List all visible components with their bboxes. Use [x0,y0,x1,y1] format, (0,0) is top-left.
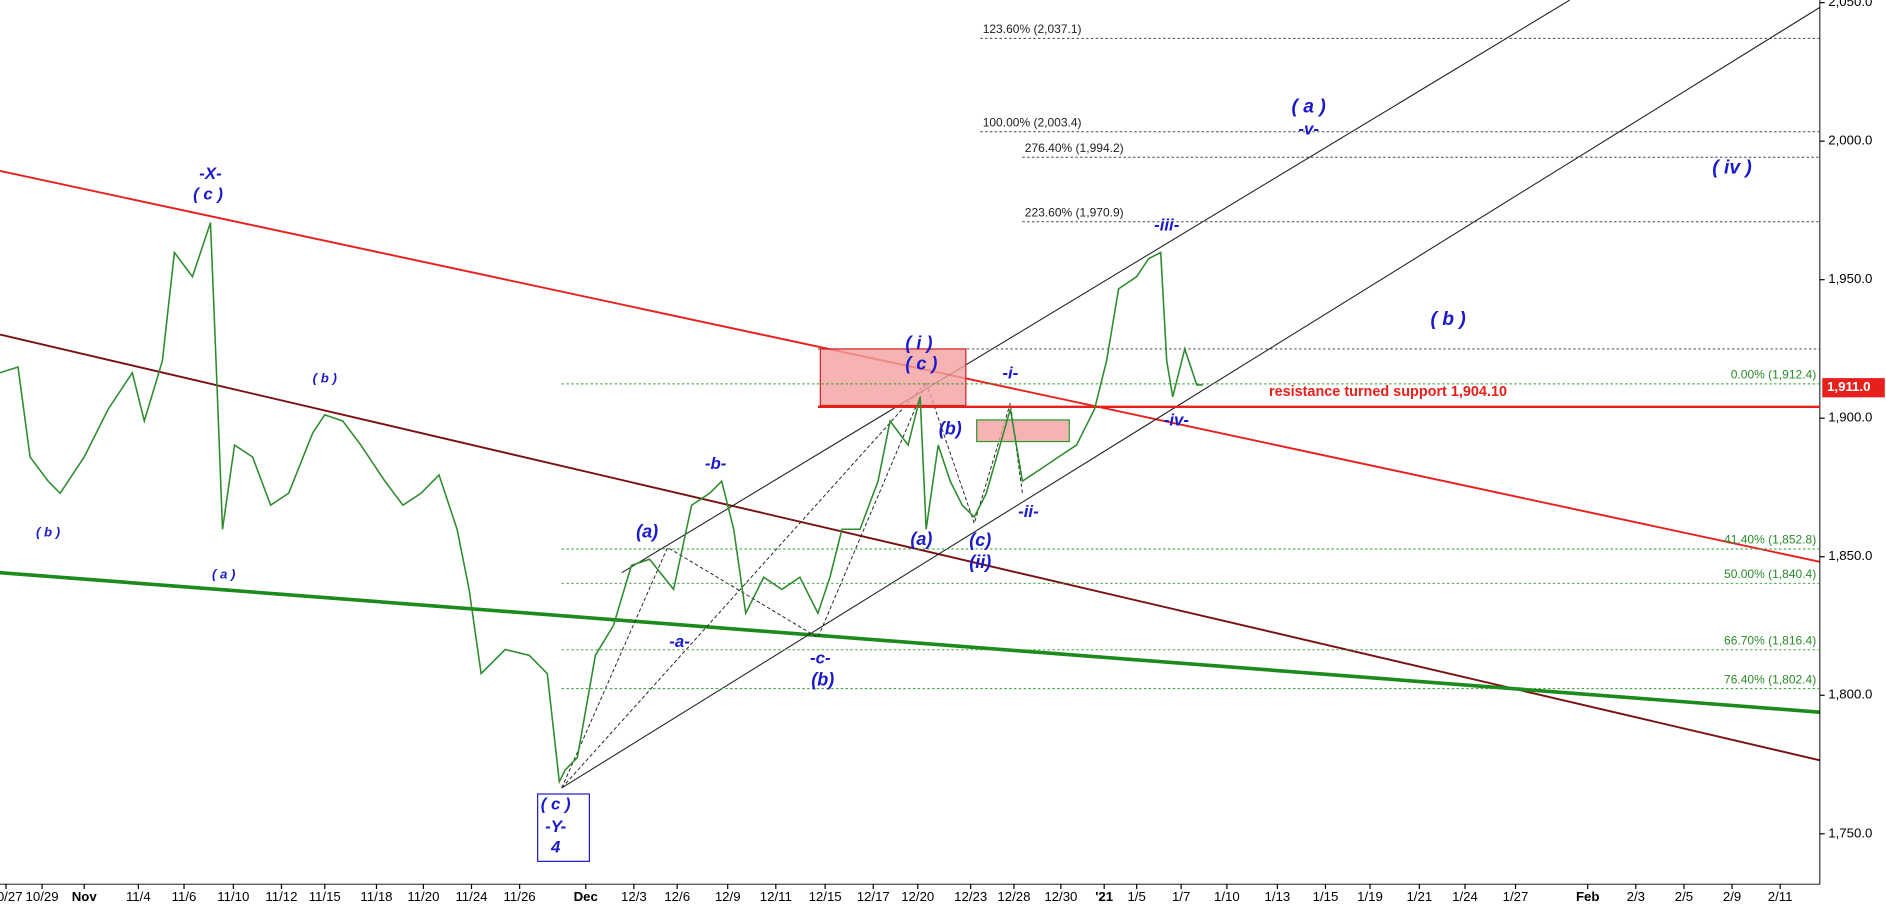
wave-label: ( b ) [36,524,61,539]
trendlines [0,0,1821,789]
y-tick-label: 2,000.0 [1828,133,1872,148]
x-tick-label: 11/18 [360,889,392,904]
x-tick-label: 12/17 [857,889,890,904]
wave-label: -iv- [1164,411,1190,430]
wave-dashes [561,382,927,789]
wave-label: ( iv ) [1712,158,1752,179]
wave-label: ( a ) [212,567,236,582]
x-tick-label: 12/28 [997,889,1030,904]
wave-label: -X- [199,164,222,183]
x-tick-label: 2/11 [1768,889,1793,904]
x-tick-label: 1/5 [1127,889,1145,904]
x-tick-label: 1/13 [1265,889,1291,904]
x-tick-label: 11/26 [504,889,536,904]
wave-label: -v- [1298,119,1319,138]
wave-label: ( c ) [193,184,223,203]
price-line [0,222,1203,785]
wave-label: -iii- [1154,216,1180,235]
wave-label: ( c ) [905,353,937,373]
fib-label: 76.40% (1,802.4) [1724,672,1816,686]
x-tick-label: 12/9 [715,889,741,904]
x-tick-label: 11/15 [309,889,341,904]
wave-label: (ii) [969,552,991,572]
wave-label: -ii- [1018,502,1039,521]
wave-label: (c) [969,530,991,550]
wave-label: -c- [810,649,831,668]
wave-label: ( b ) [1431,309,1466,330]
y-tick-label: 1,850.0 [1828,548,1872,563]
x-tick-label: 1/19 [1357,889,1383,904]
fib-label: 223.60% (1,970.9) [1025,206,1124,220]
x-tick-label: 10/29 [26,889,59,904]
x-tick-label: 12/20 [901,889,934,904]
fib-label: 123.60% (2,037.1) [983,22,1082,36]
x-tick-label: 2/9 [1723,889,1741,904]
channel-lower [561,6,1821,789]
x-tick-label: 10/27 [0,889,23,904]
last-price-badge [1822,378,1885,398]
wave-label: (a) [910,529,932,549]
x-tick-label: 1/24 [1452,889,1478,904]
x-tick-label: Feb [1576,889,1600,904]
last-price-label: 1,911.0 [1827,379,1870,394]
fib-label: 66.70% (1,816.4) [1724,634,1816,648]
fib-label: 41.40% (1,852.8) [1724,533,1816,547]
x-tick-label: 2/5 [1675,889,1693,904]
wave-label: -Y- [545,817,567,836]
x-tick-label: 1/15 [1313,889,1339,904]
wave-label: 4 [550,838,561,857]
x-tick-label: 11/20 [407,889,439,904]
resistance-zone [819,348,967,407]
wave-label: (b) [939,418,962,438]
x-tick-label: 11/10 [217,889,249,904]
resistance-label: resistance turned support 1,904.10 [1269,384,1507,400]
x-tick-label: 11/6 [172,889,197,904]
x-tick-label: 11/12 [265,889,297,904]
y-tick-label: 1,900.0 [1828,410,1872,425]
wave-label: (b) [811,670,834,690]
x-tick-label: 11/24 [455,889,487,904]
y-tick-label: 1,950.0 [1828,271,1872,286]
y-tick-label: 2,050.0 [1828,0,1872,9]
wave-label: ( i ) [905,333,932,353]
label-box [537,793,590,862]
wave-dashes [561,381,1023,789]
x-tick-label: 12/30 [1044,889,1077,904]
fib-label: 276.40% (1,994.2) [1025,141,1124,155]
wave-label: (a) [636,522,658,542]
x-tick-label: 12/11 [760,889,792,904]
channel-upper [621,0,1570,574]
x-tick-label: 12/6 [664,889,690,904]
fib-label: 100.00% (2,003.4) [983,115,1082,129]
x-tick-label: 1/10 [1214,889,1240,904]
wave-label: -b- [705,454,727,473]
x-tick-label: Nov [72,889,98,904]
fib-label: 0.00% (1,912.4) [1731,368,1816,382]
x-tick-label: 2/3 [1627,889,1645,904]
wave-label: -i- [1002,364,1018,383]
consolidation-zone [976,419,1070,443]
wave-label: ( c ) [541,794,571,813]
wave-label: ( b ) [313,371,338,386]
x-tick-label: 12/3 [621,889,647,904]
wave-label: -a- [669,632,690,651]
fib-label: 50.00% (1,840.4) [1724,567,1816,581]
x-tick-label: 12/15 [809,889,842,904]
wave-label: ( a ) [1292,96,1326,117]
x-tick-label: 12/23 [954,889,987,904]
y-tick-label: 1,750.0 [1828,825,1872,840]
x-tick-label: 1/21 [1406,889,1432,904]
x-tick-label: '21 [1095,889,1113,904]
x-tick-label: 1/7 [1172,889,1190,904]
x-tick-label: 1/27 [1503,889,1529,904]
x-tick-label: 11/4 [126,889,151,904]
x-tick-label: Dec [574,889,598,904]
y-tick-label: 1,800.0 [1828,687,1872,702]
